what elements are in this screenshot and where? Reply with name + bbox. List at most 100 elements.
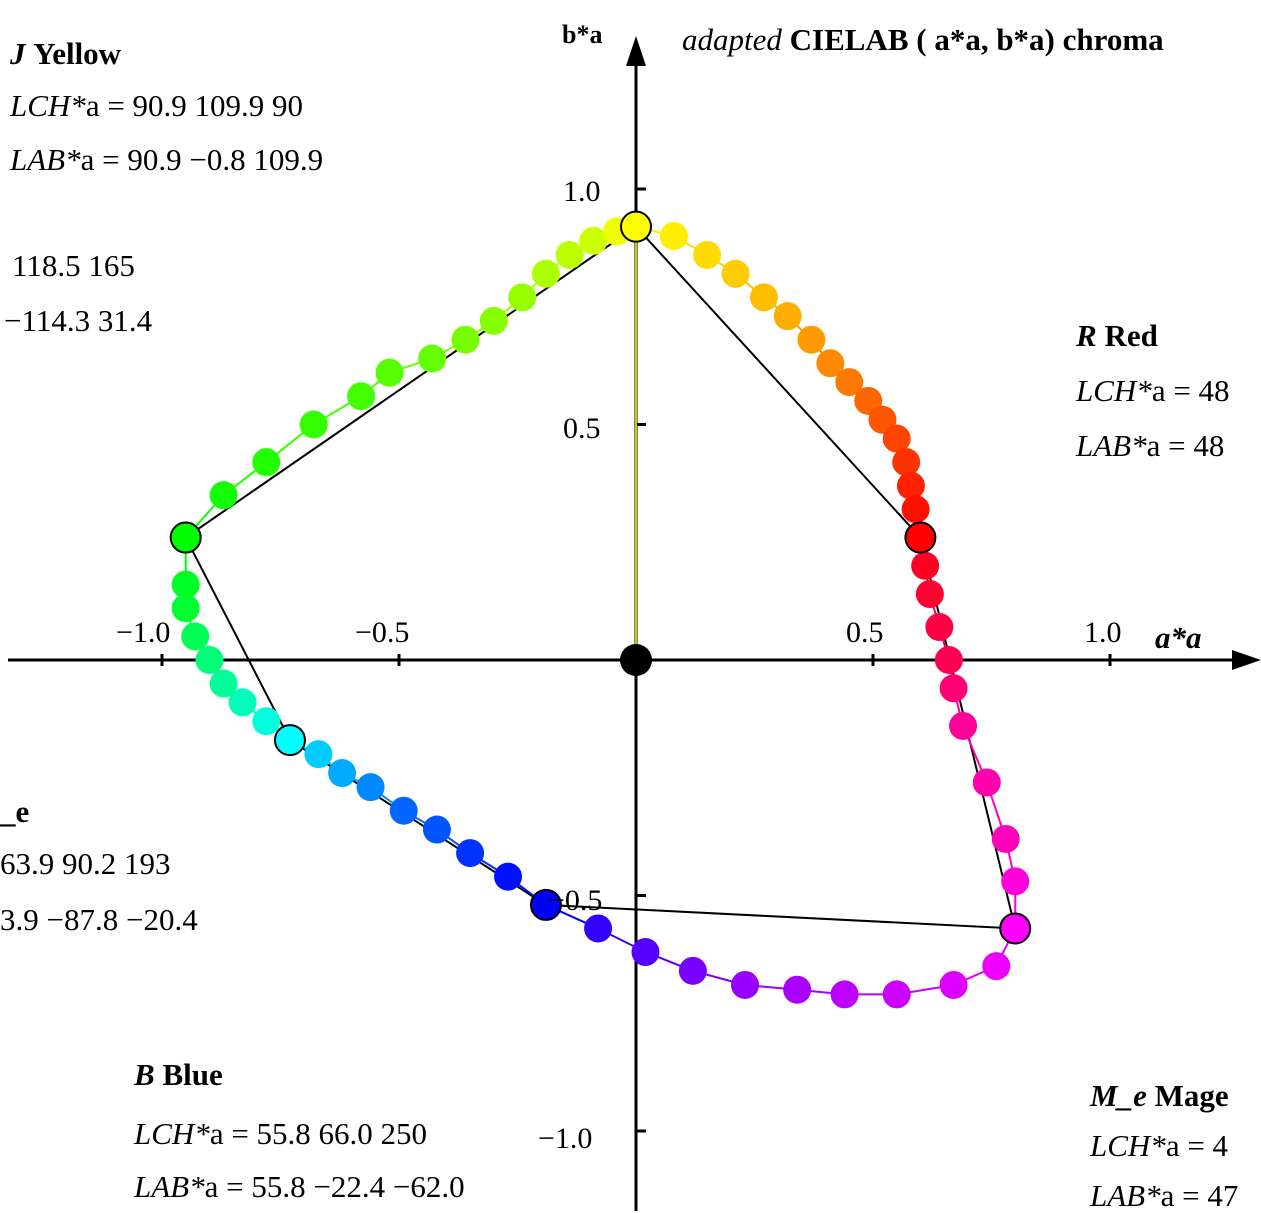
- hue-point: [731, 970, 760, 999]
- sub: a: [1160, 1178, 1175, 1213]
- hue-point: [882, 424, 911, 453]
- x-tick-label: −1.0: [116, 616, 171, 649]
- primary-hexagon: [184, 225, 1017, 930]
- y-tick-label: 0.5: [563, 412, 601, 445]
- yellow-lch: LCH*a = 90.9 109.9 90: [10, 90, 303, 121]
- hue-point: [347, 382, 376, 411]
- hue-point: [915, 580, 944, 609]
- origin-point: [620, 644, 652, 676]
- red-key: R: [1076, 318, 1097, 353]
- hue-point: [896, 471, 925, 500]
- hue-point: [508, 283, 537, 312]
- yellow-key: J: [10, 36, 26, 71]
- hue-point: [972, 768, 1001, 797]
- sub: a: [1165, 1128, 1180, 1163]
- magenta-heading: M_e Mage: [1090, 1080, 1229, 1111]
- hue-point: [304, 740, 333, 769]
- blue-name: Blue: [162, 1057, 223, 1092]
- lch-values: = 48: [1173, 373, 1230, 408]
- hue-point: [252, 448, 281, 477]
- hue-point: [797, 325, 826, 354]
- hue-point: [830, 980, 859, 1009]
- lab-values: = 48: [1168, 428, 1225, 463]
- hue-point: [328, 759, 357, 788]
- primary-point-green: [169, 521, 202, 554]
- hue-point: [418, 344, 447, 373]
- lch-values: = 55.8 66.0 250: [231, 1116, 428, 1151]
- hue-point: [422, 815, 451, 844]
- lch-key: LCH*: [1076, 373, 1152, 408]
- sub: a: [85, 88, 100, 123]
- y-tick-label: −0.5: [548, 884, 603, 917]
- lch-values: = 4: [1187, 1128, 1229, 1163]
- primary-point-yellow: [620, 210, 652, 243]
- blue-lab: LAB*a = 55.8 −22.4 −62.0: [134, 1171, 465, 1202]
- magenta-name: Mage: [1154, 1078, 1229, 1113]
- red-name: Red: [1104, 318, 1158, 353]
- hue-point: [991, 824, 1020, 853]
- hue-point: [659, 222, 688, 251]
- hue-point: [195, 646, 224, 674]
- hue-point: [356, 773, 385, 802]
- primary-point-blue: [529, 888, 562, 921]
- hue-point: [982, 952, 1011, 981]
- y-axis-label: b*a: [562, 20, 603, 49]
- hue-point: [835, 368, 864, 397]
- primary-point-magenta: [999, 912, 1032, 945]
- hue-point: [494, 862, 523, 891]
- title-prefix: adapted: [682, 22, 782, 57]
- hue-point: [901, 495, 930, 524]
- hue-point: [934, 646, 963, 674]
- blue-lch: LCH*a = 55.8 66.0 250: [134, 1118, 427, 1149]
- hue-point: [882, 980, 911, 1009]
- hue-point: [579, 226, 608, 255]
- red-heading: R Red: [1076, 320, 1158, 351]
- lab-key: LAB*: [134, 1169, 205, 1204]
- red-lch: LCH*a = 48: [1076, 375, 1230, 406]
- magenta-key: M_e: [1090, 1078, 1147, 1113]
- title-main: CIELAB ( a*a, b*a) chroma: [789, 22, 1164, 57]
- hue-point: [252, 707, 281, 736]
- x-axis-label: a*a: [1155, 620, 1202, 655]
- hue-point: [171, 594, 200, 623]
- blue-heading: B Blue: [134, 1059, 223, 1090]
- hue-point: [584, 914, 613, 943]
- primary-point-red: [904, 521, 937, 554]
- hue-point: [911, 551, 940, 580]
- lch-key: LCH*: [10, 88, 86, 123]
- y-axis-arrow: [626, 36, 646, 66]
- hue-point: [925, 613, 954, 642]
- hue-point: [939, 674, 968, 703]
- hue-point: [451, 325, 480, 354]
- hue-point: [693, 240, 722, 269]
- hue-point: [631, 938, 660, 967]
- lab-values: = 55.8 −22.4 −62.0: [226, 1169, 465, 1204]
- x-tick-label: 1.0: [1084, 616, 1122, 649]
- primary-markers: [169, 210, 1032, 945]
- green-lch: 118.5 165: [12, 248, 135, 283]
- magenta-lab: LAB*a = 47: [1090, 1180, 1238, 1211]
- red-lab: LAB*a = 48: [1076, 430, 1224, 461]
- hue-point: [181, 622, 210, 651]
- hue-point: [721, 259, 750, 288]
- blue-key: B: [134, 1057, 155, 1092]
- primary-point-cyan: [273, 724, 306, 757]
- hue-point: [783, 975, 812, 1004]
- hue-point: [531, 259, 560, 288]
- hue-point: [939, 970, 968, 999]
- magenta-lch: LCH*a = 4: [1090, 1130, 1228, 1161]
- hue-circle-series: [171, 212, 1030, 1009]
- sub: a: [1151, 373, 1166, 408]
- hue-point: [816, 349, 845, 378]
- hue-point: [1001, 867, 1030, 896]
- y-tick-label: 1.0: [563, 175, 601, 208]
- hue-point: [299, 410, 328, 439]
- hue-point: [479, 306, 508, 335]
- hue-point: [389, 796, 418, 825]
- sub: a: [80, 142, 95, 177]
- hue-point: [773, 302, 802, 331]
- chart-title: adapted CIELAB ( a*a, b*a) chroma: [682, 24, 1164, 55]
- lab-values: = 90.9 −0.8 109.9: [102, 142, 324, 177]
- sub: a: [1146, 428, 1161, 463]
